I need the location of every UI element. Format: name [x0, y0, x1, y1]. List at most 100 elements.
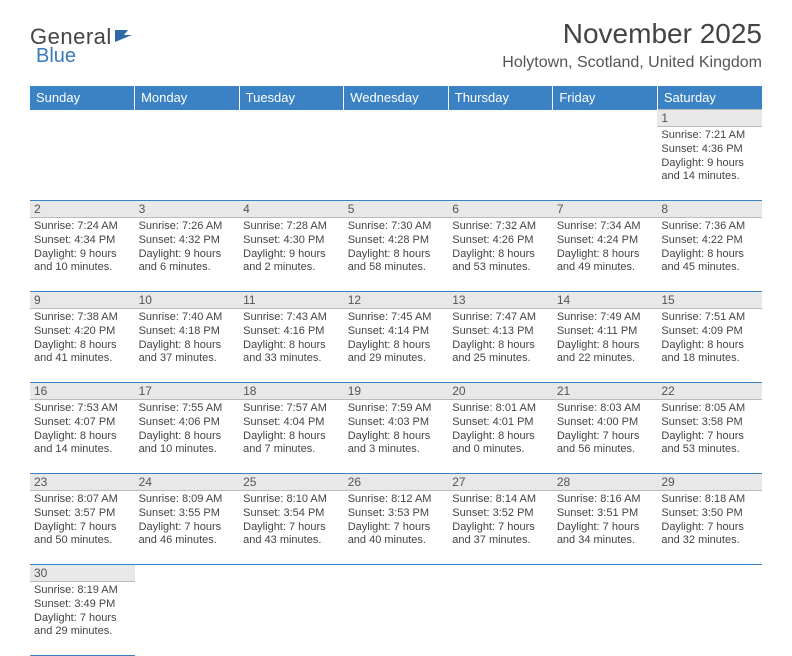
day-number — [239, 565, 344, 582]
sunset-text: Sunset: 3:57 PM — [34, 507, 131, 521]
day-number: 21 — [553, 383, 658, 400]
day-number: 13 — [448, 292, 553, 309]
day2-text: and 32 minutes. — [661, 534, 758, 548]
day-number — [135, 110, 240, 127]
calendar-cell: Sunrise: 8:18 AMSunset: 3:50 PMDaylight:… — [657, 491, 762, 565]
calendar-cell: Sunrise: 7:21 AMSunset: 4:36 PMDaylight:… — [657, 127, 762, 201]
day-number-row: 2345678 — [30, 201, 762, 218]
day1-text: Daylight: 8 hours — [452, 339, 549, 353]
sunrise-text: Sunrise: 7:47 AM — [452, 311, 549, 325]
calendar-cell — [239, 582, 344, 656]
day2-text: and 41 minutes. — [34, 352, 131, 366]
day1-text: Daylight: 9 hours — [34, 248, 131, 262]
calendar-row: Sunrise: 7:21 AMSunset: 4:36 PMDaylight:… — [30, 127, 762, 201]
day2-text: and 29 minutes. — [34, 625, 131, 639]
sunrise-text: Sunrise: 7:24 AM — [34, 220, 131, 234]
sunrise-text: Sunrise: 7:36 AM — [661, 220, 758, 234]
sunset-text: Sunset: 4:09 PM — [661, 325, 758, 339]
day-number: 24 — [135, 474, 240, 491]
weekday-header: Saturday — [657, 86, 762, 110]
sunset-text: Sunset: 3:50 PM — [661, 507, 758, 521]
sunrise-text: Sunrise: 7:38 AM — [34, 311, 131, 325]
sunrise-text: Sunrise: 7:30 AM — [348, 220, 445, 234]
day2-text: and 33 minutes. — [243, 352, 340, 366]
day2-text: and 34 minutes. — [557, 534, 654, 548]
day1-text: Daylight: 8 hours — [661, 339, 758, 353]
day2-text: and 10 minutes. — [139, 443, 236, 457]
sunrise-text: Sunrise: 7:57 AM — [243, 402, 340, 416]
day-number: 29 — [657, 474, 762, 491]
day-number: 5 — [344, 201, 449, 218]
day2-text: and 0 minutes. — [452, 443, 549, 457]
day-number: 9 — [30, 292, 135, 309]
sunrise-text: Sunrise: 7:43 AM — [243, 311, 340, 325]
day-number: 6 — [448, 201, 553, 218]
day-number — [344, 110, 449, 127]
calendar-cell: Sunrise: 7:47 AMSunset: 4:13 PMDaylight:… — [448, 309, 553, 383]
day2-text: and 2 minutes. — [243, 261, 340, 275]
day-number — [135, 565, 240, 582]
sunrise-text: Sunrise: 7:53 AM — [34, 402, 131, 416]
calendar-cell — [553, 127, 658, 201]
day-number: 15 — [657, 292, 762, 309]
day-number: 10 — [135, 292, 240, 309]
day-number: 11 — [239, 292, 344, 309]
sunrise-text: Sunrise: 8:19 AM — [34, 584, 131, 598]
day-number: 28 — [553, 474, 658, 491]
sunrise-text: Sunrise: 8:12 AM — [348, 493, 445, 507]
sunrise-text: Sunrise: 8:16 AM — [557, 493, 654, 507]
sunrise-text: Sunrise: 7:49 AM — [557, 311, 654, 325]
calendar-cell: Sunrise: 8:01 AMSunset: 4:01 PMDaylight:… — [448, 400, 553, 474]
calendar-cell: Sunrise: 7:24 AMSunset: 4:34 PMDaylight:… — [30, 218, 135, 292]
day-number: 2 — [30, 201, 135, 218]
calendar-cell: Sunrise: 7:34 AMSunset: 4:24 PMDaylight:… — [553, 218, 658, 292]
day1-text: Daylight: 8 hours — [348, 430, 445, 444]
day-number — [553, 565, 658, 582]
day-number: 1 — [657, 110, 762, 127]
calendar-cell — [30, 127, 135, 201]
day1-text: Daylight: 7 hours — [452, 521, 549, 535]
sunset-text: Sunset: 4:14 PM — [348, 325, 445, 339]
calendar-cell: Sunrise: 7:26 AMSunset: 4:32 PMDaylight:… — [135, 218, 240, 292]
calendar-cell: Sunrise: 8:09 AMSunset: 3:55 PMDaylight:… — [135, 491, 240, 565]
sunset-text: Sunset: 4:34 PM — [34, 234, 131, 248]
sunrise-text: Sunrise: 7:26 AM — [139, 220, 236, 234]
day2-text: and 56 minutes. — [557, 443, 654, 457]
day1-text: Daylight: 7 hours — [243, 521, 340, 535]
day1-text: Daylight: 8 hours — [34, 430, 131, 444]
calendar-cell: Sunrise: 8:12 AMSunset: 3:53 PMDaylight:… — [344, 491, 449, 565]
day-number — [553, 110, 658, 127]
day-number: 14 — [553, 292, 658, 309]
calendar-cell: Sunrise: 7:49 AMSunset: 4:11 PMDaylight:… — [553, 309, 658, 383]
calendar-cell — [344, 127, 449, 201]
day-number: 25 — [239, 474, 344, 491]
sunset-text: Sunset: 4:13 PM — [452, 325, 549, 339]
day-number: 30 — [30, 565, 135, 582]
sunset-text: Sunset: 4:11 PM — [557, 325, 654, 339]
sunset-text: Sunset: 4:18 PM — [139, 325, 236, 339]
day1-text: Daylight: 8 hours — [557, 248, 654, 262]
location: Holytown, Scotland, United Kingdom — [502, 54, 762, 72]
sunrise-text: Sunrise: 8:10 AM — [243, 493, 340, 507]
day2-text: and 18 minutes. — [661, 352, 758, 366]
sunrise-text: Sunrise: 7:28 AM — [243, 220, 340, 234]
sunset-text: Sunset: 4:03 PM — [348, 416, 445, 430]
sunrise-text: Sunrise: 7:45 AM — [348, 311, 445, 325]
logo-text-2: Blue — [36, 45, 76, 68]
day1-text: Daylight: 8 hours — [452, 248, 549, 262]
sunset-text: Sunset: 3:49 PM — [34, 598, 131, 612]
day2-text: and 53 minutes. — [452, 261, 549, 275]
day2-text: and 6 minutes. — [139, 261, 236, 275]
day-number-row: 23242526272829 — [30, 474, 762, 491]
day-number: 18 — [239, 383, 344, 400]
calendar-row: Sunrise: 7:38 AMSunset: 4:20 PMDaylight:… — [30, 309, 762, 383]
weekday-header: Wednesday — [344, 86, 449, 110]
calendar-cell: Sunrise: 7:32 AMSunset: 4:26 PMDaylight:… — [448, 218, 553, 292]
sunrise-text: Sunrise: 8:05 AM — [661, 402, 758, 416]
sunrise-text: Sunrise: 8:01 AM — [452, 402, 549, 416]
day1-text: Daylight: 9 hours — [243, 248, 340, 262]
day-number-row: 16171819202122 — [30, 383, 762, 400]
day1-text: Daylight: 7 hours — [661, 521, 758, 535]
calendar-cell: Sunrise: 8:03 AMSunset: 4:00 PMDaylight:… — [553, 400, 658, 474]
sunset-text: Sunset: 3:52 PM — [452, 507, 549, 521]
